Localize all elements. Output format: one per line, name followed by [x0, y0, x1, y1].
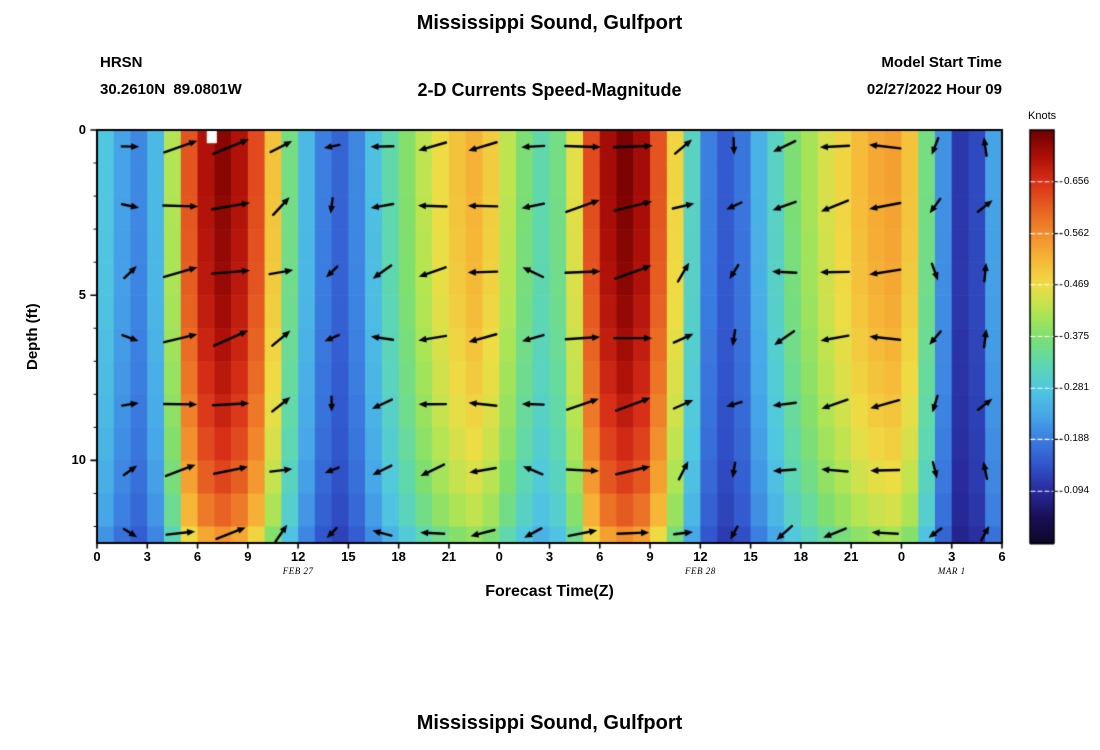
figure-title: Mississippi Sound, Gulfport — [416, 12, 683, 34]
x-tick-label: 6 — [596, 549, 604, 564]
station-id: HRSN — [100, 54, 143, 71]
colorbar-tick-label: 0.188 — [1064, 433, 1090, 445]
x-tick-label: 3 — [143, 549, 151, 564]
x-tick-label: 6 — [193, 549, 202, 564]
x-tick-label: 15 — [341, 549, 356, 564]
x-tick-label: 18 — [391, 549, 406, 564]
next-figure-title: Mississippi Sound, Gulfport — [416, 712, 683, 734]
y-tick-label: 10 — [71, 452, 86, 468]
model-start-time-label: Model Start Time — [881, 54, 1002, 71]
colorbar-tick-label: 0.562 — [1064, 227, 1090, 239]
date-annotation: MAR 1 — [937, 566, 966, 576]
x-tick-label: 18 — [793, 549, 809, 564]
x-tick-label: 3 — [948, 549, 956, 564]
y-tick-label: 0 — [78, 122, 86, 137]
x-tick-label: 9 — [646, 549, 654, 564]
date-annotation: FEB 27 — [282, 566, 314, 576]
x-tick-label: 0 — [93, 549, 101, 564]
colorbar-tick-label: 0.469 — [1064, 278, 1090, 290]
date-annotation: FEB 28 — [684, 566, 716, 576]
x-tick-label: 0 — [897, 549, 906, 564]
x-tick-label: 6 — [998, 549, 1006, 564]
figure-subtitle: 2-D Currents Speed-Magnitude — [417, 80, 682, 100]
station-coordinates: 30.2610N 89.0801W — [100, 81, 242, 98]
x-tick-label: 12 — [693, 549, 708, 564]
x-tick-label: 3 — [545, 549, 554, 564]
x-tick-label: 9 — [244, 549, 252, 564]
colorbar-tick-label: 0.094 — [1064, 485, 1090, 497]
x-tick-label: 15 — [743, 549, 758, 564]
colorbar-tick-label: 0.375 — [1064, 330, 1090, 342]
y-tick-label: 5 — [78, 287, 86, 303]
colorbar-tick-label: 0.281 — [1064, 382, 1090, 394]
x-tick-label: 21 — [441, 549, 457, 564]
y-axis-label: Depth (ft) — [24, 303, 41, 370]
colorbar-title: Knots — [1028, 110, 1057, 122]
colorbar-tick-label: 0.656 — [1064, 175, 1090, 187]
x-axis-label: Forecast Time(Z) — [485, 583, 614, 600]
x-tick-label: 0 — [495, 549, 503, 564]
heatmap-canvas — [0, 0, 1100, 630]
model-start-time-value: 02/27/2022 Hour 09 — [866, 81, 1002, 98]
x-tick-label: 21 — [843, 549, 859, 564]
x-tick-label: 12 — [290, 549, 306, 564]
